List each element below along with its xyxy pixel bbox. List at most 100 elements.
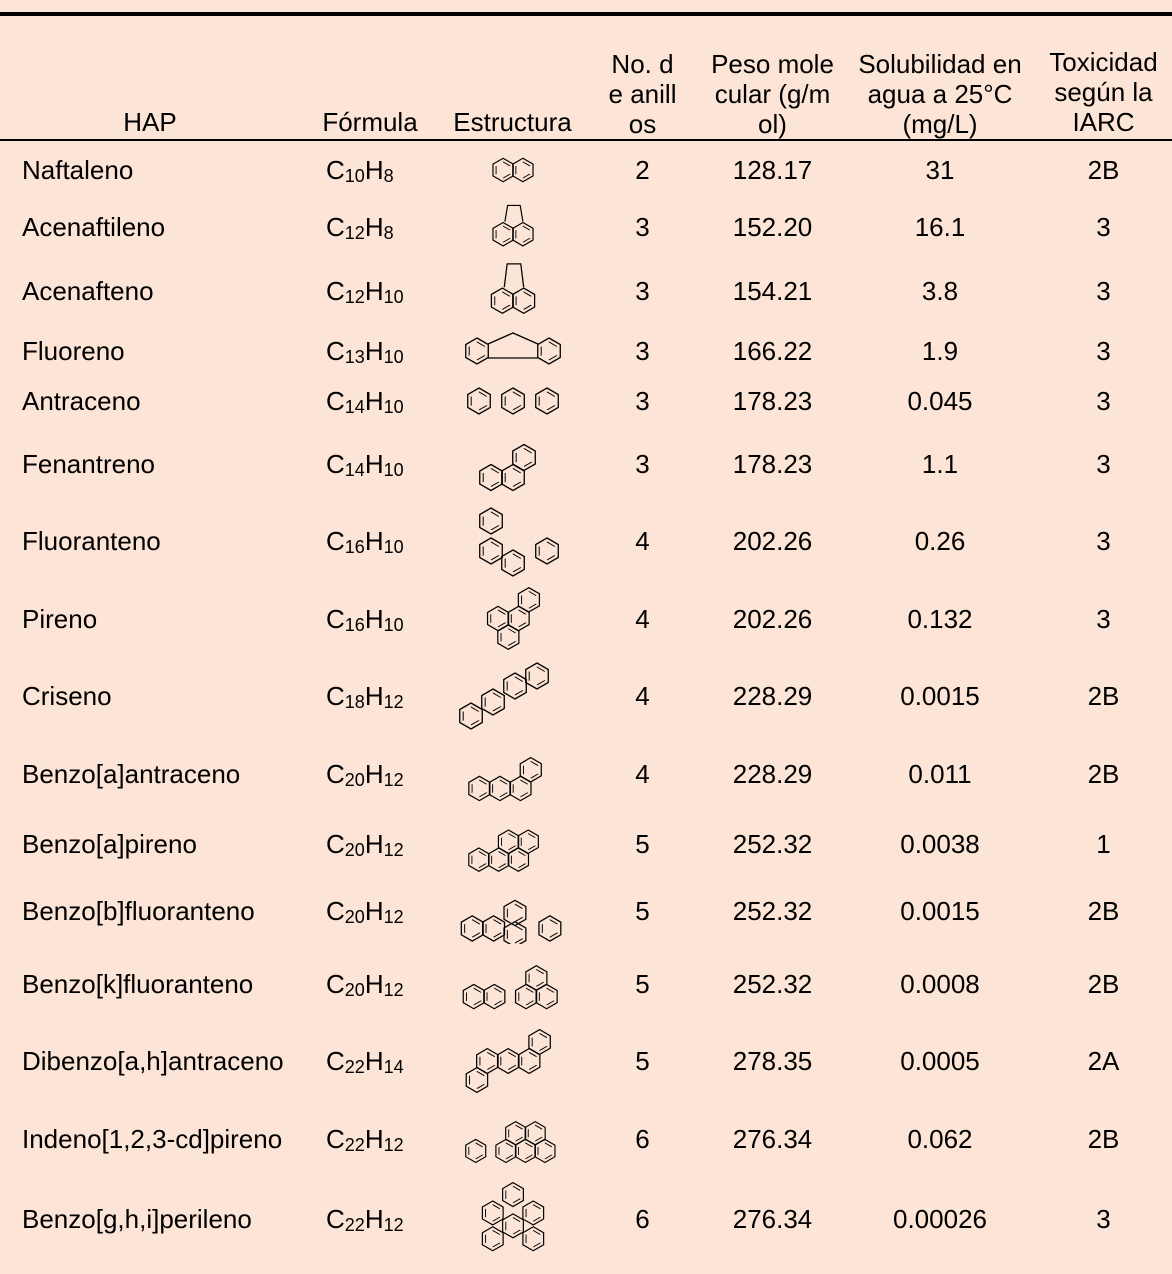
header-row: HAP Fórmula Estructura No. de anillos Pe… [0, 14, 1172, 141]
header-cell: Fórmula [300, 14, 440, 141]
structure-cell [440, 501, 585, 581]
formula: C22H12 [326, 1123, 404, 1155]
structure [478, 507, 559, 577]
formula: C20H12 [326, 828, 404, 860]
solubility: 0.0015 [900, 681, 980, 711]
formula: C20H12 [326, 896, 404, 927]
molecular-weight: 276.34 [732, 1203, 813, 1234]
formula: C14H10 [326, 386, 404, 417]
formula: C16H10 [326, 603, 404, 635]
formula: C20H12 [326, 968, 404, 1000]
solubility: 1.1 [921, 448, 959, 479]
molecular-weight: 202.26 [732, 526, 813, 556]
molecular-weight: 278.35 [732, 1046, 813, 1076]
ring-count: 5 [635, 896, 650, 926]
table-row: Criseno C18H12 4 228.29 0.0015 2B [0, 656, 1172, 736]
solubility: 0.062 [907, 1123, 973, 1154]
structure [478, 443, 536, 492]
molecular-weight: 252.32 [732, 968, 813, 999]
toxicity: 2B [1087, 681, 1120, 711]
formula: C12H10 [326, 276, 404, 307]
structure [464, 332, 561, 365]
toxicity: 3 [1096, 603, 1111, 634]
solubility: 16.1 [914, 212, 966, 242]
structure-cell [440, 198, 585, 256]
pah-table: HAP Fórmula Estructura No. de anillos Pe… [0, 12, 1172, 1261]
structure-cell [440, 581, 585, 656]
toxicity: 2B [1087, 1123, 1120, 1154]
header-cell: No. de anillos [585, 14, 700, 141]
toxicity: 3 [1096, 336, 1111, 366]
molecular-weight: 228.29 [732, 681, 813, 711]
toxicity: 2A [1087, 1046, 1120, 1076]
molecular-weight: 252.32 [732, 896, 813, 926]
toxicity: 2B [1087, 968, 1120, 999]
table-row: Benzo[g,h,i]perileno C22H12 6 276.34 0.00026… [0, 1176, 1172, 1261]
molecular-weight: 178.23 [732, 386, 813, 416]
ring-count: 6 [635, 1203, 650, 1234]
molecular-weight: 154.21 [732, 276, 813, 306]
toxicity: 2B [1087, 758, 1120, 789]
structure [486, 587, 540, 650]
header-cell: HAP [0, 14, 300, 141]
table-row: Benzo[k]fluoranteno C20H12 5 252.32 0.0008 2B [0, 946, 1172, 1021]
structure-cell [440, 656, 585, 736]
solubility: 0.011 [908, 758, 972, 789]
toxicity: 3 [1096, 1203, 1111, 1234]
compound-name: Dibenzo[a,h]antraceno [22, 1046, 284, 1076]
formula: C20H12 [326, 758, 404, 790]
formula: C10H8 [326, 154, 394, 186]
table-row: Fluoranteno C16H10 4 202.26 0.26 3 [0, 501, 1172, 581]
structure-cell [440, 256, 585, 326]
structure [481, 1182, 544, 1252]
compound-name: Fenantreno [22, 448, 155, 479]
structure-cell [440, 736, 585, 811]
compound-name: Benzo[a]antraceno [22, 758, 241, 789]
structure-cell [440, 1176, 585, 1261]
structure [460, 899, 561, 944]
structure [462, 965, 558, 1010]
table-row: Fenantreno C14H10 3 178.23 1.1 3 [0, 426, 1172, 501]
structure [465, 1029, 551, 1093]
ring-count: 5 [635, 828, 650, 859]
ring-count: 5 [635, 1046, 650, 1076]
formula: C22H14 [326, 1046, 404, 1077]
structure-cell [440, 426, 585, 501]
compound-name: Pireno [22, 603, 98, 634]
toxicity: 3 [1096, 276, 1111, 306]
solubility: 31 [925, 154, 955, 185]
structure [458, 662, 549, 730]
table-row: Fluoreno C13H10 3 166.22 1.9 3 [0, 326, 1172, 376]
compound-name: Antraceno [22, 386, 141, 416]
solubility: 0.0015 [900, 896, 980, 926]
compound-name: Criseno [22, 681, 112, 711]
molecular-weight: 276.34 [732, 1123, 813, 1154]
solubility: 3.8 [921, 276, 959, 306]
table-row: Pireno C16H10 4 202.26 0.132 3 [0, 581, 1172, 656]
compound-name: Benzo[k]fluoranteno [22, 968, 254, 999]
molecular-weight: 152.20 [732, 212, 813, 242]
molecular-weight: 128.17 [732, 154, 813, 185]
compound-name: Indeno[1,2,3-cd]pireno [22, 1123, 283, 1154]
toxicity: 3 [1096, 386, 1111, 416]
structure [467, 829, 539, 872]
header-cell: Peso molecular (g/mol) [700, 14, 845, 141]
compound-name: Acenafteno [22, 276, 154, 306]
table-row: Dibenzo[a,h]antraceno C22H14 5 278.35 0.0005… [0, 1021, 1172, 1101]
ring-count: 6 [635, 1123, 650, 1154]
molecular-weight: 252.32 [732, 828, 813, 859]
formula: C14H10 [326, 448, 404, 480]
structure-cell [440, 946, 585, 1021]
molecular-weight: 166.22 [732, 336, 813, 366]
table-row: Acenaftileno C12H8 3 152.20 16.1 3 [0, 198, 1172, 256]
formula: C12H8 [326, 212, 394, 243]
solubility: 0.00026 [893, 1203, 987, 1234]
table-row: Antraceno C14H10 3 178.23 0.045 3 [0, 376, 1172, 426]
header-cell: Toxicidad según la IARC [1035, 14, 1172, 141]
structure-cell [440, 811, 585, 876]
structure [466, 387, 559, 415]
ring-count: 3 [635, 212, 650, 242]
table-body: Naftaleno C10H8 2 128.17 31 2B Acenaftileno C12… [0, 140, 1172, 1261]
structure-cell [440, 326, 585, 376]
